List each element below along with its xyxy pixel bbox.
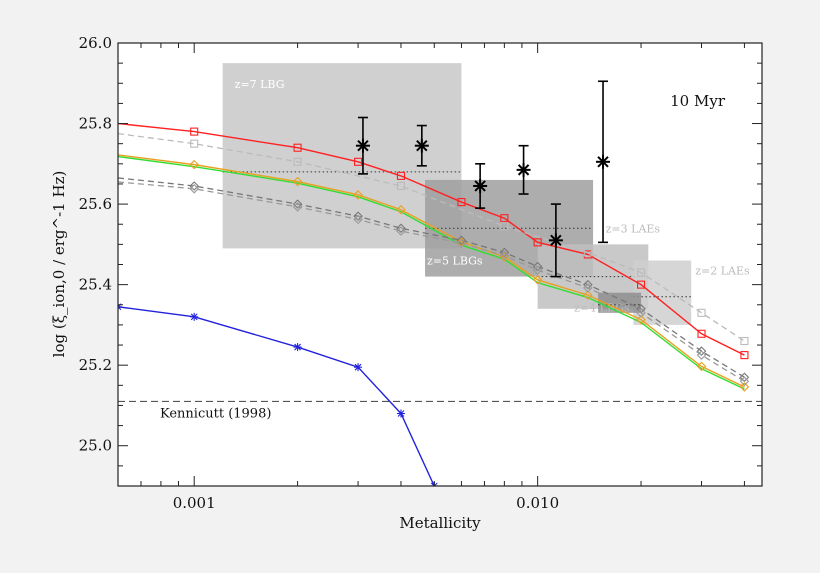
- data-point: [457, 198, 466, 207]
- series-line: [118, 181, 745, 382]
- y-tick-label: 25.8: [79, 115, 112, 133]
- data-point: [354, 363, 363, 372]
- data-point: [353, 214, 363, 225]
- data-point: [396, 223, 406, 234]
- data-point: [583, 248, 592, 257]
- region-label: z=7 LBG: [235, 78, 285, 91]
- y-tick-label: 25.2: [79, 356, 112, 374]
- observation-point: [596, 80, 611, 244]
- data-point: [292, 176, 303, 187]
- data-point: [583, 279, 593, 290]
- data-point: [396, 181, 406, 191]
- data-point: [190, 127, 199, 136]
- data-point: [696, 361, 707, 372]
- data-point: [396, 171, 406, 180]
- series-line: [118, 155, 745, 390]
- model-series: [118, 122, 750, 486]
- data-point: [190, 139, 199, 148]
- series-line: [118, 122, 745, 356]
- observation-point: [516, 144, 531, 195]
- data-point: [636, 268, 646, 277]
- data-point: [456, 238, 467, 248]
- data-point: [532, 275, 543, 285]
- data-point: [499, 250, 510, 261]
- data-point: [293, 157, 302, 166]
- data-point: [696, 350, 707, 360]
- data-point: [396, 409, 405, 418]
- x-tick-label: 0.010: [516, 494, 559, 512]
- data-point: [396, 204, 406, 215]
- data-point: [354, 157, 363, 166]
- x-tick-label: 0.001: [173, 494, 216, 512]
- data-point: [739, 372, 750, 383]
- data-point: [396, 226, 406, 236]
- data-point: [533, 238, 542, 247]
- data-point: [500, 214, 509, 223]
- data-point: [353, 190, 363, 200]
- series-line: [118, 132, 745, 342]
- data-point: [293, 143, 302, 152]
- data-point: [499, 247, 510, 258]
- data-point: [636, 280, 646, 289]
- reference-label: Kennicutt (1998): [160, 406, 271, 421]
- y-axis-label: log (ξ_ion,0 / erg^-1 Hz): [50, 171, 68, 358]
- data-point: [292, 199, 303, 209]
- y-tick-label: 25.0: [79, 437, 112, 455]
- data-point: [189, 181, 199, 191]
- region-label: z=5 LBGs: [427, 255, 483, 268]
- y-axis-ticks: 25.0 25.2 25.4 25.6 25.8 26.0: [79, 34, 762, 487]
- data-point: [697, 329, 706, 338]
- kennicutt-reference: Kennicutt (1998): [118, 400, 762, 421]
- data-point: [636, 308, 646, 318]
- data-point: [293, 343, 302, 352]
- region-label: z=3 LAEs: [606, 222, 661, 235]
- y-tick-label: 25.6: [79, 195, 112, 213]
- data-point: [500, 222, 509, 231]
- x-axis-ticks: 0.001 0.010: [117, 43, 745, 512]
- data-point: [739, 382, 750, 392]
- data-point: [583, 283, 593, 293]
- data-point: [636, 314, 646, 325]
- series-line: [118, 177, 745, 378]
- series-line: [118, 306, 435, 486]
- data-point: [189, 184, 199, 194]
- region-label: z=2 LAEs: [695, 264, 750, 277]
- data-point: [583, 290, 593, 300]
- observation-point: [548, 203, 563, 278]
- data-point: [456, 235, 467, 246]
- observation-point: [473, 163, 488, 209]
- age-annotation: 10 Myr: [670, 92, 726, 110]
- y-tick-label: 25.4: [79, 276, 112, 294]
- data-point: [740, 351, 749, 360]
- data-point: [190, 312, 199, 321]
- y-tick-label: 26.0: [79, 34, 112, 52]
- data-point: [697, 308, 706, 317]
- x-axis-label: Metallicity: [399, 514, 481, 532]
- data-point: [353, 211, 363, 221]
- observation-point: [355, 116, 370, 175]
- data-point: [740, 336, 749, 346]
- observations: [355, 80, 611, 278]
- observation-point: [414, 124, 429, 167]
- data-point: [532, 265, 543, 275]
- data-point: [292, 202, 303, 212]
- data-point: [189, 159, 199, 170]
- data-point: [739, 376, 750, 387]
- data-point: [696, 346, 707, 356]
